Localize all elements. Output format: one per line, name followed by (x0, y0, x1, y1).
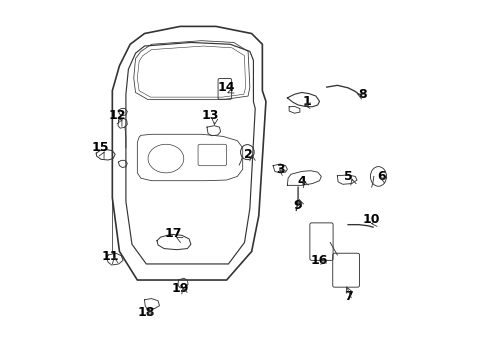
Text: 7: 7 (343, 289, 352, 303)
Text: 6: 6 (377, 170, 386, 183)
Text: 3: 3 (275, 163, 284, 176)
Text: 5: 5 (343, 170, 352, 183)
Text: 15: 15 (91, 141, 108, 154)
Text: 18: 18 (137, 306, 155, 319)
Text: 17: 17 (164, 227, 182, 240)
Text: 10: 10 (362, 213, 379, 226)
Text: 12: 12 (109, 109, 126, 122)
Text: 9: 9 (293, 198, 302, 212)
Text: 2: 2 (243, 148, 252, 162)
Text: 1: 1 (302, 95, 311, 108)
Text: 16: 16 (310, 254, 327, 267)
Text: 4: 4 (297, 175, 305, 188)
Text: 14: 14 (218, 81, 235, 94)
Text: 11: 11 (102, 250, 119, 263)
Text: 19: 19 (171, 283, 188, 296)
Text: 13: 13 (202, 109, 219, 122)
Text: 8: 8 (357, 88, 366, 101)
